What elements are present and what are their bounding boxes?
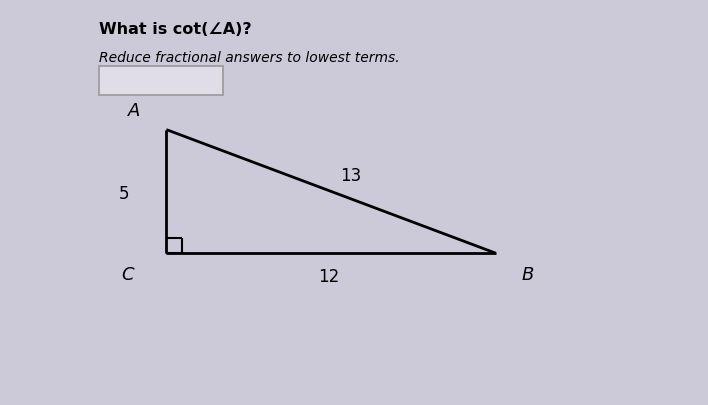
Text: A: A xyxy=(128,102,141,120)
Text: 12: 12 xyxy=(319,269,340,286)
Text: 13: 13 xyxy=(340,167,361,185)
Text: 5: 5 xyxy=(119,185,129,202)
Text: Reduce fractional answers to lowest terms.: Reduce fractional answers to lowest term… xyxy=(99,51,400,65)
Bar xyxy=(99,66,223,95)
Text: What is cot(∠A)?: What is cot(∠A)? xyxy=(99,22,252,37)
Text: C: C xyxy=(121,266,134,284)
Text: B: B xyxy=(521,266,534,284)
